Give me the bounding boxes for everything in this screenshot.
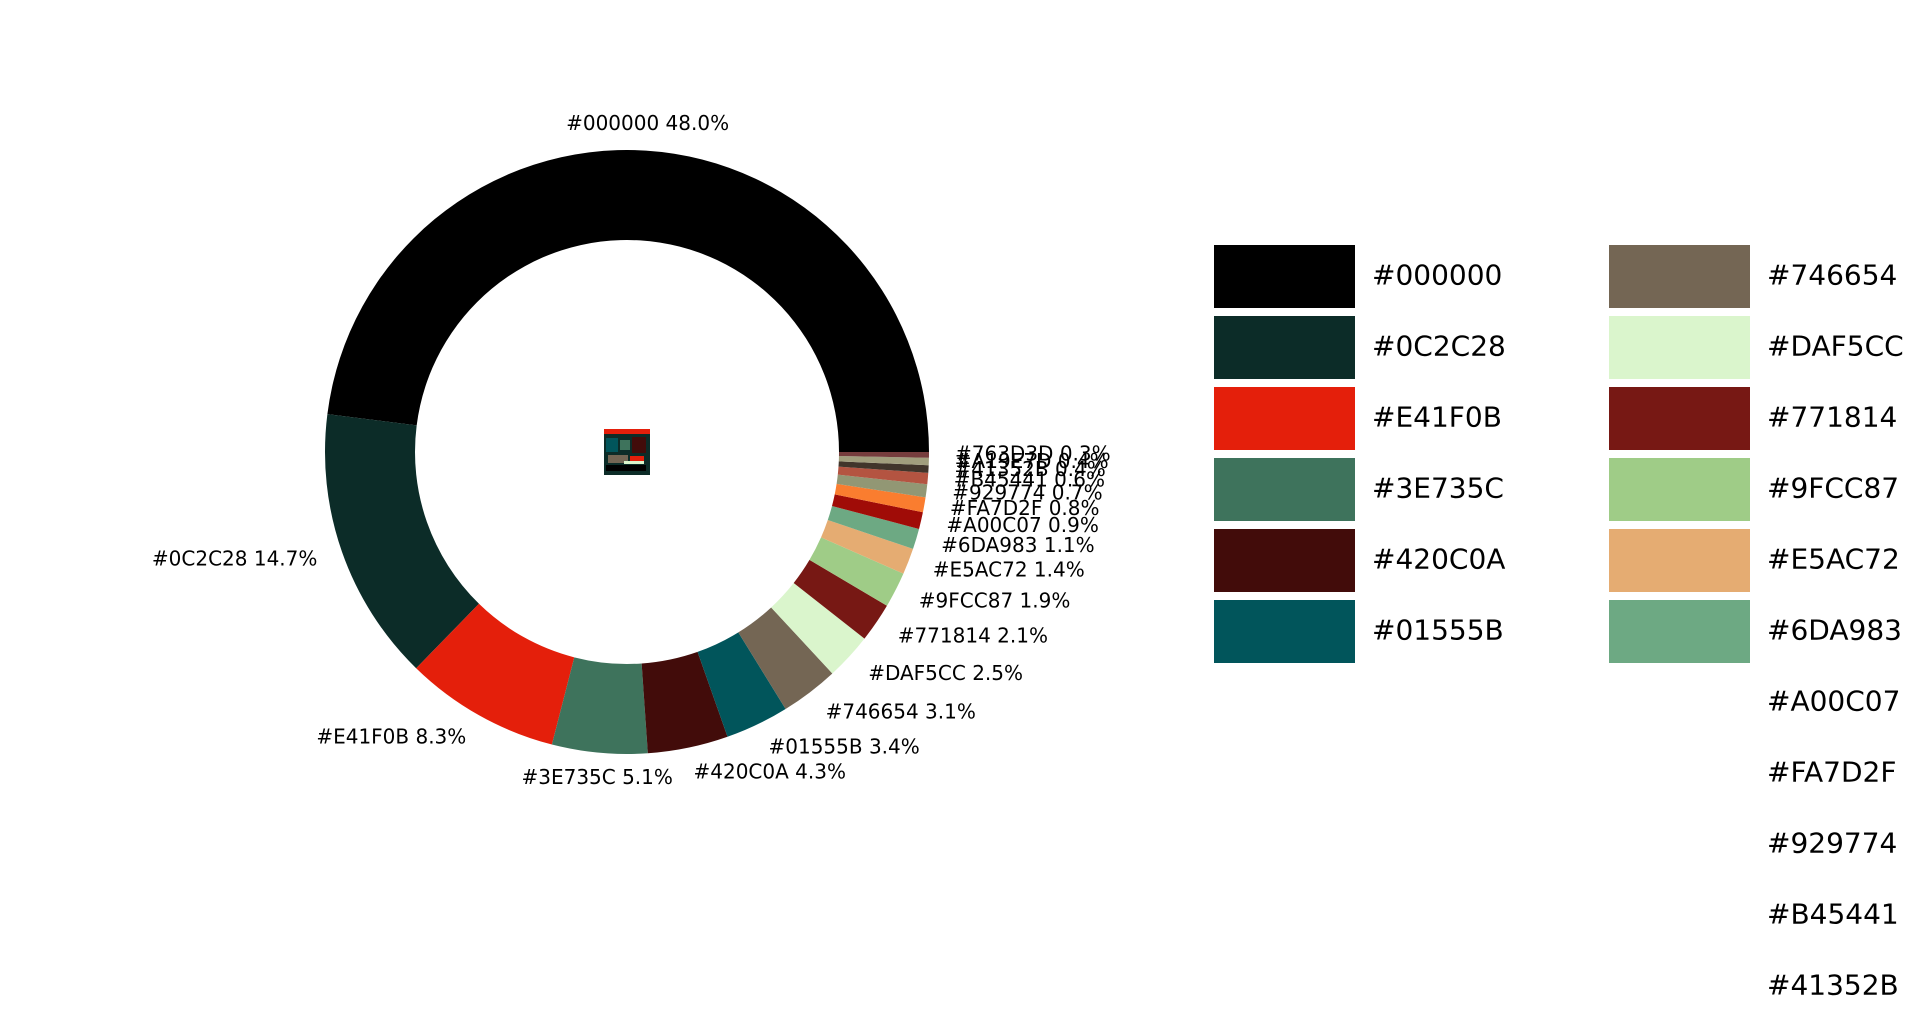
donut-slice-a00c07: [832, 494, 923, 529]
donut-slice-9fcc87: [809, 537, 904, 606]
legend-swatch-3e735c: [1214, 458, 1355, 521]
slice-label-420c0a: #420C0A 4.3%: [694, 760, 846, 784]
donut-slice-41352b: [838, 461, 929, 473]
donut-slice-763d3d: [838, 452, 929, 458]
legend-label-e41f0b: #E41F0B: [1372, 401, 1502, 434]
donut-slice-a19e7d: [838, 455, 929, 466]
slice-label-3e735c: #3E735C 5.1%: [521, 765, 672, 789]
slice-label-b45441: #B45441 0.6%: [954, 467, 1105, 491]
legend-swatch-0c2c28: [1214, 316, 1355, 379]
slice-label-6da983: #6DA983 1.1%: [941, 533, 1095, 557]
slice-label-763d3d: #763D3D 0.3%: [955, 442, 1111, 466]
legend-swatch-6da983: [1609, 600, 1750, 663]
slice-label-0c2c28: #0C2C28 14.7%: [152, 547, 317, 571]
donut-slice-420c0a: [641, 651, 728, 754]
legend-swatch-771814: [1609, 387, 1750, 450]
donut-slice-3e735c: [551, 657, 648, 754]
legend-label-0c2c28: #0C2C28: [1372, 330, 1506, 363]
legend-label-41352b: #41352B: [1767, 969, 1899, 1002]
donut-slice-929774: [836, 474, 928, 498]
slice-label-daf5cc: #DAF5CC 2.5%: [868, 661, 1023, 685]
slice-label-000000: #000000 48.0%: [566, 111, 729, 135]
slice-label-771814: #771814 2.1%: [898, 624, 1048, 648]
donut-slice-6da983: [827, 506, 920, 549]
donut-slice-daf5cc: [771, 582, 865, 674]
center-thumbnail-image: [604, 429, 650, 475]
donut-slices: [324, 149, 929, 754]
donut-slice-fa7d2f: [834, 483, 926, 513]
slice-label-fa7d2f: #FA7D2F 0.8%: [950, 496, 1100, 520]
slice-label-e41f0b: #E41F0B 8.3%: [316, 724, 466, 748]
legend-swatch-000000: [1214, 245, 1355, 308]
legend-swatch-420c0a: [1214, 529, 1355, 592]
legend-label-746654: #746654: [1767, 259, 1897, 292]
legend: #000000 #0C2C28 #E41F0B #3E735C #420C0A #0155…: [1214, 245, 1904, 1002]
slice-label-a19e7d: #A19E7D 0.4%: [955, 449, 1109, 473]
legend-label-000000: #000000: [1372, 259, 1502, 292]
legend-swatch-746654: [1609, 245, 1750, 308]
legend-label-9fcc87: #9FCC87: [1767, 472, 1899, 505]
slice-label-41352b: #41352B 0.4%: [955, 457, 1106, 481]
legend-label-3e735c: #3E735C: [1372, 472, 1504, 505]
donut-slice-b45441: [837, 466, 929, 485]
slice-label-01555b: #01555B 3.4%: [769, 734, 920, 758]
slice-label-746654: #746654 3.1%: [826, 700, 976, 724]
legend-label-daf5cc: #DAF5CC: [1767, 330, 1904, 363]
legend-swatch-9fcc87: [1609, 458, 1750, 521]
slice-label-a00c07: #A00C07 0.9%: [946, 513, 1098, 537]
legend-swatch-e41f0b: [1214, 387, 1355, 450]
legend-label-420c0a: #420C0A: [1372, 543, 1505, 576]
donut-slice-746654: [738, 607, 833, 710]
donut-slice-000000: [327, 149, 929, 452]
legend-label-929774: #929774: [1767, 827, 1897, 860]
legend-swatch-e5ac72: [1609, 529, 1750, 592]
legend-label-01555b: #01555B: [1372, 614, 1504, 647]
slice-labels: #000000 48.0% #0C2C28 14.7% #E41F0B 8.3% #3…: [152, 111, 1111, 789]
legend-label-e5ac72: #E5AC72: [1767, 543, 1900, 576]
donut-slice-01555b: [697, 632, 786, 737]
donut-slice-771814: [793, 559, 887, 639]
slice-label-e5ac72: #E5AC72 1.4%: [933, 557, 1085, 581]
legend-label-771814: #771814: [1767, 401, 1897, 434]
legend-label-6da983: #6DA983: [1767, 614, 1902, 647]
slice-label-929774: #929774 0.7%: [952, 481, 1102, 505]
legend-label-a00c07: #A00C07: [1767, 685, 1900, 718]
legend-label-b45441: #B45441: [1767, 898, 1899, 931]
slice-label-9fcc87: #9FCC87 1.9%: [919, 588, 1071, 612]
legend-swatch-daf5cc: [1609, 316, 1750, 379]
donut-slice-0c2c28: [324, 414, 479, 669]
legend-swatch-01555b: [1214, 600, 1355, 663]
donut-slice-e5ac72: [821, 520, 914, 574]
legend-label-fa7d2f: #FA7D2F: [1767, 756, 1896, 789]
donut-slice-e41f0b: [416, 603, 575, 745]
